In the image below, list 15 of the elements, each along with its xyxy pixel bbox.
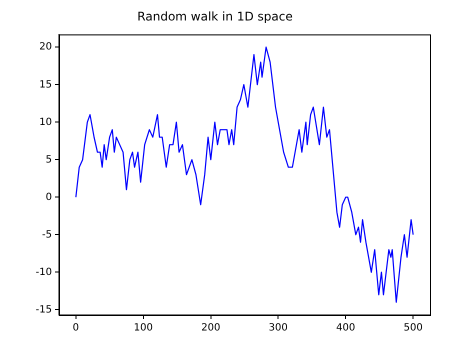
x-tick-label: 300 <box>268 322 288 334</box>
y-tick-label: 15 <box>39 79 52 90</box>
y-tick-label: 0 <box>46 192 52 203</box>
y-tick-label: -15 <box>36 304 52 316</box>
x-tick-label: 200 <box>201 322 220 334</box>
x-tick-label: 500 <box>404 322 423 334</box>
y-tick-label: -10 <box>36 266 52 278</box>
x-tick-label: 100 <box>134 322 153 334</box>
y-tick-label: 5 <box>46 154 52 166</box>
y-tick-label: 20 <box>39 42 52 53</box>
y-tick-label: -5 <box>42 229 52 240</box>
x-tick-label: 0 <box>72 322 80 334</box>
y-tick-label: 10 <box>39 116 52 128</box>
chart-title: Random walk in 1D space <box>137 9 293 24</box>
x-tick-label: 400 <box>336 322 356 334</box>
